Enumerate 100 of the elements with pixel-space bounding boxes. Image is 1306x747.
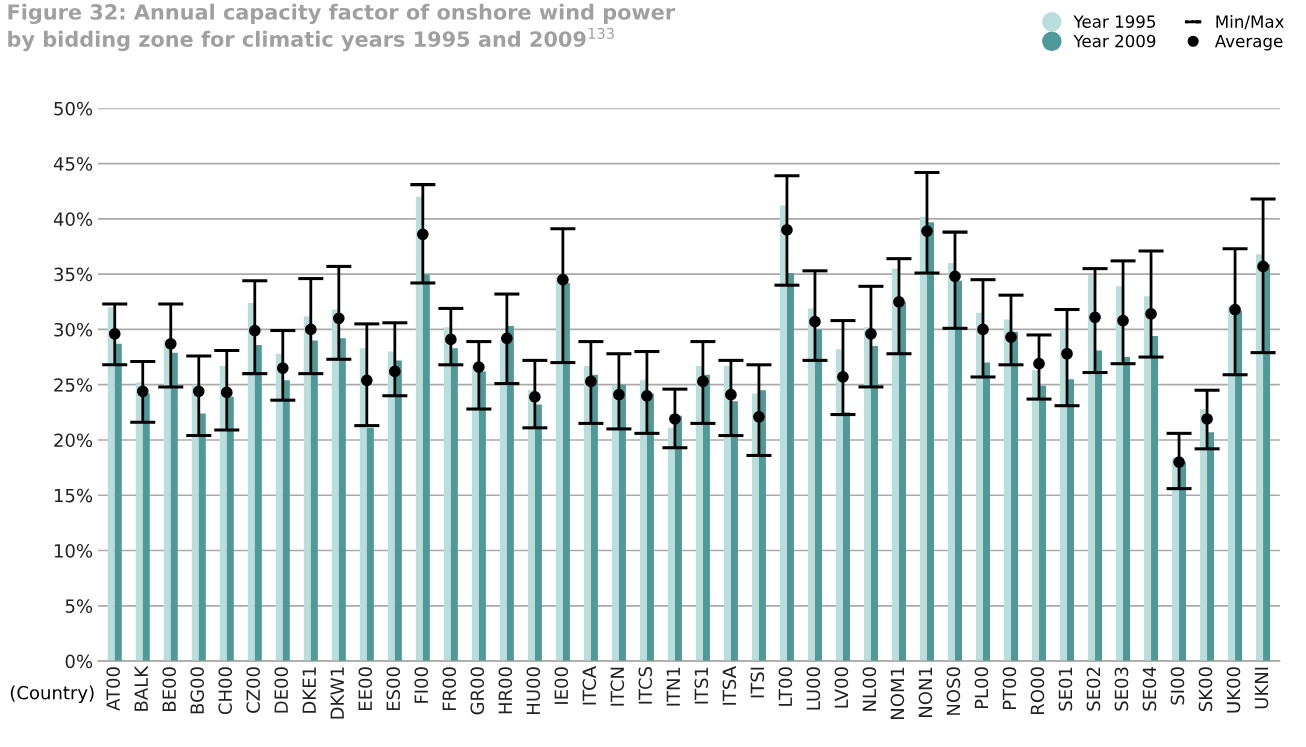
bar <box>1235 310 1243 662</box>
x-tick-label: LT00 <box>778 667 793 706</box>
bar <box>898 301 906 662</box>
bar <box>1172 457 1180 662</box>
bar <box>863 327 871 662</box>
bar <box>450 348 458 662</box>
point <box>1117 314 1129 327</box>
bar <box>1088 275 1096 662</box>
bar <box>1123 357 1131 662</box>
point <box>1089 311 1101 324</box>
bar <box>814 329 822 662</box>
bar <box>366 427 374 662</box>
bar <box>303 316 311 662</box>
point <box>893 295 905 308</box>
point <box>809 315 821 328</box>
point <box>641 389 653 402</box>
bar <box>1200 409 1208 662</box>
x-tick-label: NL00 <box>862 667 877 711</box>
point <box>1061 347 1073 360</box>
point <box>1257 260 1269 273</box>
x-tick-label: SK00 <box>1198 667 1213 712</box>
bar <box>254 344 262 662</box>
bar <box>1116 286 1124 662</box>
bar <box>478 371 486 662</box>
point <box>949 270 961 283</box>
bar <box>1095 350 1103 662</box>
x-tick-label: SE03 <box>1114 667 1129 711</box>
bar <box>976 312 983 662</box>
point <box>781 224 793 236</box>
point <box>1005 331 1017 344</box>
bar <box>170 352 178 662</box>
x-tick-label: LU00 <box>806 667 821 710</box>
x-tick-label: SE02 <box>1086 667 1101 711</box>
y-tick-label: 50% <box>54 101 93 116</box>
bar <box>247 302 255 662</box>
point <box>1033 357 1045 370</box>
point <box>248 324 261 337</box>
x-tick-label: ITS1 <box>694 667 709 704</box>
bar <box>135 382 143 662</box>
x-tick-label: IE00 <box>554 667 569 704</box>
bar <box>338 338 346 662</box>
point <box>501 332 513 345</box>
bar <box>394 360 402 662</box>
y-tick-label: 5% <box>65 599 93 613</box>
bar <box>198 413 206 662</box>
y-tick-label: 20% <box>54 433 93 448</box>
bar <box>1179 462 1187 662</box>
x-tick-label: PT00 <box>1002 667 1017 710</box>
point <box>108 328 121 340</box>
y-tick-label: 40% <box>53 212 93 226</box>
x-tick-label: GR00 <box>470 667 485 715</box>
point <box>585 375 597 388</box>
point <box>837 371 849 383</box>
x-tick-label: UK00 <box>1226 667 1241 713</box>
bar <box>758 390 766 662</box>
x-tick-label: FI00 <box>414 667 429 703</box>
bar <box>142 393 150 662</box>
bar <box>870 346 878 662</box>
point <box>1229 303 1241 316</box>
bar <box>562 282 570 662</box>
x-tick-label: ITCA <box>582 666 597 705</box>
bar <box>1032 370 1040 662</box>
legend-label: Average <box>1214 34 1283 51</box>
point <box>1145 308 1157 320</box>
x-tick-label: DE00 <box>274 667 289 713</box>
y-tick-label: 35% <box>54 267 93 282</box>
y-tick-label: 45% <box>53 157 93 171</box>
x-tick-label: CZ00 <box>246 667 261 713</box>
bar <box>667 427 675 662</box>
x-tick-label: CH00 <box>218 667 233 715</box>
point <box>164 337 177 350</box>
point <box>1173 456 1185 468</box>
bar <box>674 415 682 662</box>
bar <box>786 273 794 662</box>
bar <box>191 384 199 662</box>
point <box>192 385 205 398</box>
point <box>136 385 149 398</box>
point <box>697 375 709 388</box>
bar <box>534 404 542 662</box>
x-tick-label: NOM1 <box>890 667 905 719</box>
bar <box>527 390 535 662</box>
x-tick-label: BALK <box>134 665 148 711</box>
point <box>388 365 401 378</box>
y-tick-label: 15% <box>54 488 93 503</box>
x-tick-label: UKNI <box>1254 667 1269 709</box>
x-tick-label: RO00 <box>1030 667 1045 714</box>
point <box>753 410 765 423</box>
bar <box>590 374 598 662</box>
x-tick-label: ITSI <box>750 667 765 698</box>
bar <box>359 348 367 662</box>
point <box>332 312 345 325</box>
point <box>613 388 625 401</box>
bar <box>583 365 591 662</box>
point <box>276 362 289 374</box>
bar <box>1060 329 1068 662</box>
x-tick-label: PL00 <box>974 667 989 709</box>
bar <box>226 396 234 662</box>
bar <box>695 365 703 662</box>
bar <box>1144 296 1152 662</box>
x-tick-label: NOS0 <box>946 667 961 715</box>
